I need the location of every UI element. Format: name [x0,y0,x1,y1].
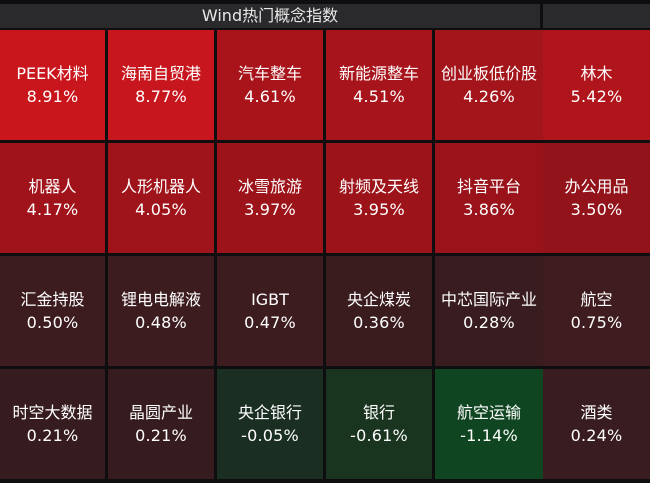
concept-tile[interactable]: 射频及天线 3.95% [326,143,432,253]
main-tile-grid: PEEK材料 8.91% 海南自贸港 8.77% 汽车整车 4.61% 新能源整车 4.51%… [0,30,543,479]
concept-name: 海南自贸港 [120,64,201,83]
concept-tile[interactable]: 央企银行 -0.05% [217,369,323,479]
concept-tile[interactable]: IGBT 0.47% [217,256,323,366]
side-tile-grid: 林木 5.42% 办公用品 3.50% 航空 0.75% 酒类 0.24% [543,30,650,479]
concept-name: 晶圆产业 [128,403,193,422]
concept-name: 机器人 [28,177,77,196]
concept-change: 3.97% [244,200,296,219]
concept-name: 抖音平台 [456,177,521,196]
concept-tile[interactable]: 中芯国际产业 0.28% [435,256,543,366]
concept-name: 人形机器人 [120,177,201,196]
concept-name: 创业板低价股 [440,64,537,83]
concept-tile[interactable]: 锂电电解液 0.48% [108,256,214,366]
concept-tile[interactable]: 央企煤炭 0.36% [326,256,432,366]
concept-tile[interactable]: 新能源整车 4.51% [326,30,432,140]
concept-change: 0.50% [26,313,79,332]
concept-name: 中芯国际产业 [440,290,537,309]
concept-tile[interactable]: 创业板低价股 4.26% [435,30,543,140]
concept-change: 0.75% [570,313,623,332]
concept-tile[interactable]: PEEK材料 8.91% [0,30,105,140]
concept-tile[interactable]: 抖音平台 3.86% [435,143,543,253]
concept-change: 0.28% [463,313,515,332]
concept-change: 0.47% [244,313,296,332]
concept-tile[interactable]: 航空运输 -1.14% [435,369,543,479]
concept-change: -0.61% [350,426,408,445]
concept-change: 4.61% [244,87,296,106]
concept-change: 3.86% [463,200,515,219]
concept-change: 0.24% [570,426,623,445]
concept-change: 4.05% [135,200,187,219]
concept-name: PEEK材料 [16,64,89,83]
concept-tile[interactable]: 航空 0.75% [543,256,650,366]
concept-name: 汇金持股 [20,290,85,309]
concept-name: 汽车整车 [237,64,302,83]
concept-change: 4.51% [353,87,405,106]
concept-name: 央企煤炭 [346,290,411,309]
concept-change: 0.48% [135,313,187,332]
concept-change: 0.21% [135,426,187,445]
concept-name: 央企银行 [237,403,302,422]
concept-tile[interactable]: 银行 -0.61% [326,369,432,479]
concept-tile[interactable]: 办公用品 3.50% [543,143,650,253]
concept-change: 5.42% [570,87,623,106]
concept-change: 3.95% [353,200,405,219]
concept-name: 航空运输 [456,403,521,422]
concept-change: 4.26% [463,87,515,106]
concept-name: 锂电电解液 [120,290,201,309]
concept-name: 办公用品 [564,177,629,196]
concept-tile[interactable]: 林木 5.42% [543,30,650,140]
concept-name: 冰雪旅游 [237,177,302,196]
concept-name: IGBT [251,290,289,309]
side-board-title [543,4,650,28]
board-title: Wind热门概念指数 [0,4,540,28]
concept-tile[interactable]: 汽车整车 4.61% [217,30,323,140]
concept-tile[interactable]: 晶圆产业 0.21% [108,369,214,479]
concept-tile[interactable]: 汇金持股 0.50% [0,256,105,366]
concept-name: 银行 [362,403,395,422]
concept-tile[interactable]: 冰雪旅游 3.97% [217,143,323,253]
concept-change: -1.14% [460,426,518,445]
concept-name: 射频及天线 [338,177,419,196]
concept-name: 酒类 [580,403,613,422]
concept-name: 林木 [580,64,613,83]
concept-change: 8.77% [135,87,187,106]
concept-change: 8.91% [26,87,79,106]
concept-name: 航空 [580,290,613,309]
concept-tile[interactable]: 人形机器人 4.05% [108,143,214,253]
concept-tile[interactable]: 酒类 0.24% [543,369,650,479]
concept-change: 0.21% [26,426,79,445]
concept-tile[interactable]: 海南自贸港 8.77% [108,30,214,140]
concept-change: -0.05% [241,426,299,445]
concept-tile[interactable]: 机器人 4.17% [0,143,105,253]
concept-name: 新能源整车 [338,64,419,83]
concept-name: 时空大数据 [12,403,93,422]
concept-change: 3.50% [570,200,623,219]
concept-change: 0.36% [353,313,405,332]
concept-tile[interactable]: 时空大数据 0.21% [0,369,105,479]
concept-change: 4.17% [26,200,79,219]
